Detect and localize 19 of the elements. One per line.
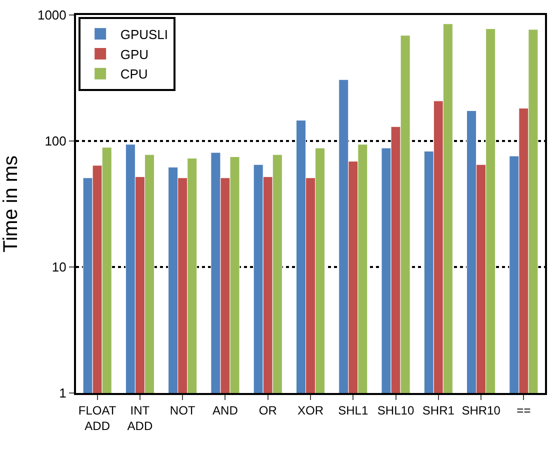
y-tick-label: 1 bbox=[59, 386, 66, 401]
x-tick-label: == bbox=[516, 403, 531, 418]
y-axis-title: Time in ms bbox=[0, 155, 22, 253]
x-tick-label: SHR10 bbox=[462, 403, 501, 418]
legend-label: GPU bbox=[120, 46, 149, 62]
y-tick-label: 10 bbox=[52, 260, 66, 275]
x-tick-label: INT ADD bbox=[127, 403, 153, 433]
legend-label: CPU bbox=[120, 66, 148, 82]
x-tick-label: XOR bbox=[297, 403, 324, 418]
y-tick-label: 1000 bbox=[37, 8, 66, 23]
x-tick-label: OR bbox=[258, 403, 278, 418]
x-tick-label: SHL10 bbox=[377, 403, 414, 418]
x-tick-label: SHL1 bbox=[338, 403, 368, 418]
legend-label: GPUSLI bbox=[120, 26, 168, 42]
x-tick-label: AND bbox=[212, 403, 238, 418]
x-tick-label: NOT bbox=[170, 403, 196, 418]
x-tick-label: SHR1 bbox=[422, 403, 455, 418]
y-tick-label: 100 bbox=[44, 134, 66, 149]
x-tick-label: FLOAT ADD bbox=[78, 403, 117, 433]
